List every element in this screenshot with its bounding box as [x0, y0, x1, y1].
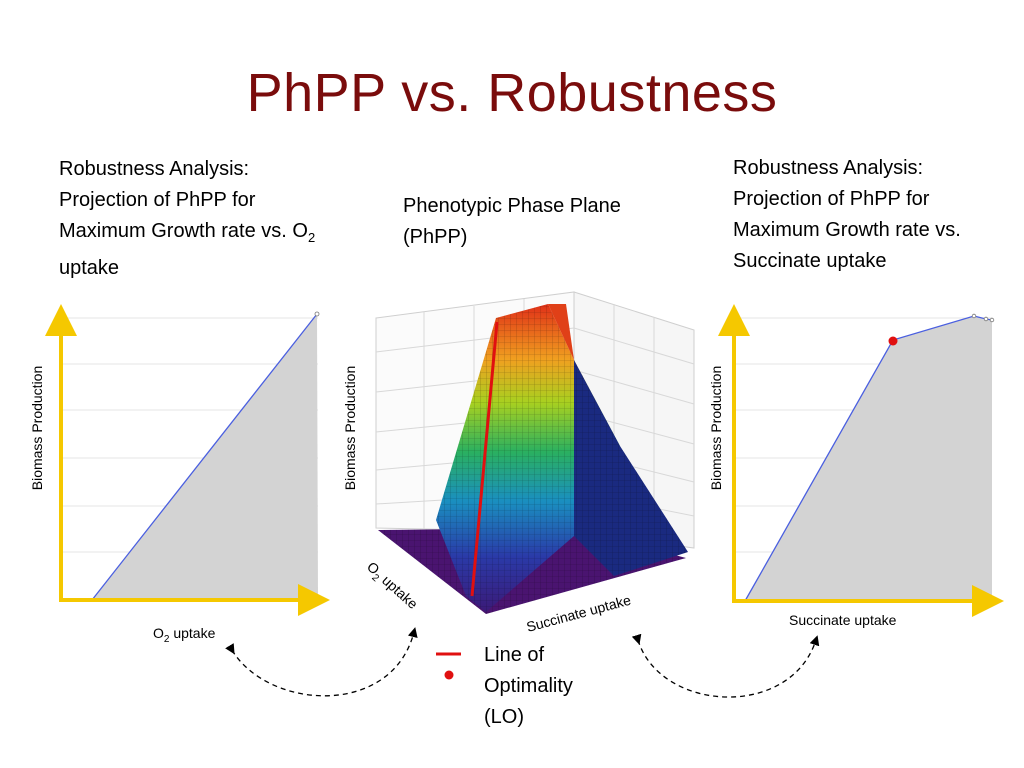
legend-line-2: Optimality — [484, 675, 573, 697]
middle-caption-line-2: (PhPP) — [403, 226, 468, 248]
right-plot: Biomass Production Succinate uptake — [708, 304, 1004, 628]
legend-line-3: (LO) — [484, 706, 524, 728]
left-x-label-main: O — [153, 625, 164, 641]
left-x-label: O2 uptake — [153, 625, 216, 645]
left-endpoint-marker — [314, 311, 320, 317]
middle-3d-plot: Biomass Production O2 uptake Succinate u… — [342, 291, 695, 635]
middle-x-label-sub: 2 — [369, 572, 381, 584]
surface-right-mesh — [574, 360, 688, 576]
right-y-label: Biomass Production — [708, 366, 724, 491]
left-caption-line-3-text: Maximum Growth rate vs. O — [59, 220, 308, 242]
right-connector-arrow — [631, 633, 820, 698]
left-x-label-rest: uptake — [169, 625, 215, 641]
middle-z-label: Biomass Production — [342, 366, 358, 491]
legend: Line of Optimality (LO) — [484, 640, 573, 733]
middle-caption: Phenotypic Phase Plane (PhPP) — [403, 191, 621, 253]
left-caption-subscript: 2 — [307, 230, 316, 245]
left-y-label: Biomass Production — [29, 366, 45, 491]
left-connector-arrow — [225, 627, 418, 697]
left-x-label-sub: 2 — [164, 634, 170, 645]
right-feasible-region — [745, 316, 992, 601]
legend-line-1: Line of — [484, 644, 545, 666]
left-plot: Biomass Production O2 uptake — [29, 304, 330, 645]
line-of-optimality — [470, 321, 499, 597]
left-caption-line-2: Projection of PhPP for — [59, 189, 256, 211]
slide-title: PhPP vs. Robustness — [246, 63, 778, 123]
right-caption: Robustness Analysis: Projection of PhPP … — [733, 153, 961, 277]
right-caption-line-3: Maximum Growth rate vs. — [733, 219, 961, 241]
left-caption-line-3: Maximum Growth rate vs. O2 — [59, 216, 315, 253]
left-caption: Robustness Analysis: Projection of PhPP … — [59, 154, 315, 284]
middle-caption-line-1: Phenotypic Phase Plane — [403, 195, 621, 217]
surface-peak — [548, 304, 574, 360]
right-vertex-marker — [989, 317, 995, 323]
right-caption-line-4: Succinate uptake — [733, 250, 887, 272]
right-x-label: Succinate uptake — [789, 612, 897, 628]
right-caption-line-2: Projection of PhPP for — [733, 188, 930, 210]
legend-point-symbol — [444, 670, 454, 680]
left-caption-line-1: Robustness Analysis: — [59, 158, 250, 180]
right-vertex-marker — [971, 313, 977, 319]
middle-x-label: O2 uptake — [361, 558, 421, 615]
right-caption-line-1: Robustness Analysis: — [733, 157, 924, 179]
left-boundary-line — [91, 313, 318, 601]
right-optimal-point — [888, 336, 898, 346]
right-vertex-marker — [983, 316, 989, 322]
middle-x-label-rest: uptake — [376, 569, 421, 612]
left-caption-line-4: uptake — [59, 257, 120, 279]
